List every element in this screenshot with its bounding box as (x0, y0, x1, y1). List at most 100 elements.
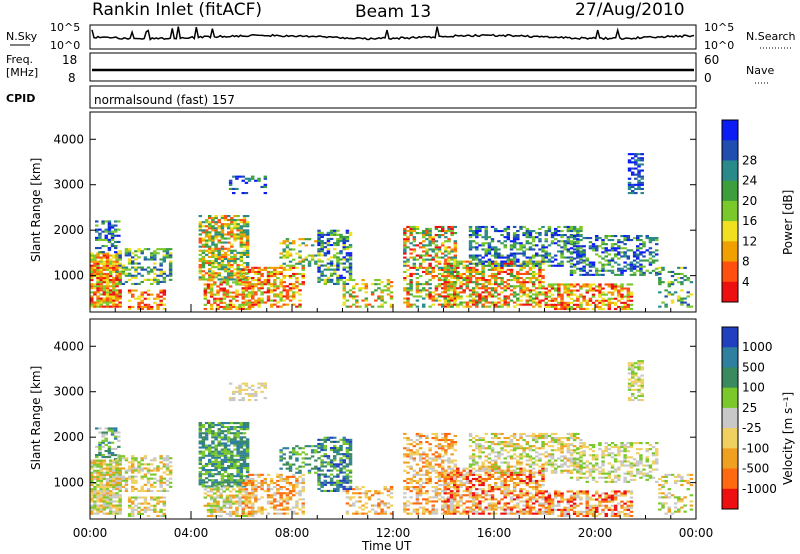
power-cell-3039 (610, 247, 615, 250)
power-cell-631 (217, 262, 221, 265)
power-cell-1544 (403, 279, 407, 282)
velocity-cell-1607 (389, 492, 394, 495)
velocity-cell-1473 (342, 485, 346, 488)
power-cell-177 (112, 264, 116, 267)
power-cell-914 (225, 283, 230, 286)
velocity-cell-415 (159, 485, 163, 488)
power-cell-1559 (403, 234, 407, 237)
power-cell-219 (118, 275, 122, 278)
velocity-cell-507 (156, 498, 160, 501)
power-cell-804 (242, 266, 247, 269)
velocity-cell-1188 (273, 486, 277, 489)
power-cell-1149 (276, 272, 280, 276)
power-cell-2153 (500, 305, 504, 308)
velocity-cell-1411 (329, 479, 334, 482)
power-cell-1418 (342, 256, 346, 259)
power-cell-2724 (557, 303, 561, 306)
power-cell-1890 (443, 287, 447, 290)
power-cell-383 (153, 266, 157, 269)
power-cell-523 (201, 257, 206, 261)
velocity-cell-1431 (333, 459, 337, 462)
power-cell-2536 (528, 236, 533, 239)
power-colorbar-swatch-6 (722, 241, 738, 263)
power-cell-1065 (254, 272, 258, 276)
power-cell-2590 (547, 254, 552, 257)
velocity-cell-12 (90, 484, 94, 487)
power-cell-3180 (627, 169, 632, 172)
power-cell-639 (217, 239, 221, 242)
velocity-cell-1286 (301, 473, 305, 476)
velocity-cell-462 (131, 512, 135, 516)
power-colorbar-tick-2: 12 (742, 234, 757, 248)
velocity-cell-667 (217, 442, 221, 445)
power-cell-1955 (456, 279, 460, 282)
power-cell-122 (105, 285, 110, 288)
velocity-cell-179 (112, 471, 116, 474)
power-cell-1657 (422, 289, 426, 292)
power-cell-3141 (642, 243, 646, 246)
power-cell-840 (245, 231, 250, 234)
power-cell-2612 (554, 227, 558, 231)
power-cell-989 (232, 187, 236, 191)
velocity-cell-985 (235, 512, 239, 516)
velocity-cell-1044 (232, 392, 236, 396)
power-cell-2494 (516, 260, 520, 263)
velocity-cell-1369 (320, 481, 324, 484)
velocity-cell-1166 (266, 490, 271, 493)
velocity-cell-1449 (336, 465, 340, 468)
velocity-cell-1053 (238, 384, 242, 387)
power-cell-3051 (613, 235, 618, 238)
velocity-cell-400 (150, 459, 154, 462)
velocity-cell-983 (232, 488, 236, 491)
velocity-cell-1242 (288, 490, 293, 493)
power-cell-1917 (446, 260, 451, 263)
power-cell-2163 (500, 268, 504, 271)
power-cell-2820 (591, 283, 596, 286)
power-colorbar-swatch-3 (722, 180, 738, 202)
power-cell-1698 (428, 287, 432, 290)
power-cell-878 (213, 281, 217, 284)
power-cell-2097 (487, 295, 492, 298)
power-cell-829 (245, 253, 250, 256)
velocity-cell-1337 (307, 457, 312, 460)
velocity-cell-1099 (244, 484, 249, 487)
power-cell-1156 (279, 293, 283, 296)
power-cell-1682 (425, 258, 429, 261)
power-cell-393 (156, 274, 160, 277)
power-cell-1186 (288, 295, 293, 298)
power-cell-2402 (484, 238, 488, 241)
power-cell-3224 (640, 177, 644, 180)
power-cell-923 (228, 291, 233, 294)
velocity-cell-567 (204, 485, 209, 488)
power-cell-2922 (569, 243, 574, 246)
power-cell-2919 (569, 257, 574, 260)
power-cell-1426 (345, 282, 350, 286)
power-cell-458 (140, 293, 144, 296)
power-cell-630 (217, 264, 221, 267)
power-cell-3283 (683, 279, 687, 282)
velocity-cell-950 (222, 506, 227, 509)
power-cell-1363 (329, 244, 334, 247)
velocity-cell-1328 (301, 451, 305, 454)
power-cell-1606 (412, 295, 417, 298)
power-cell-2490 (512, 234, 517, 237)
power-cell-1504 (370, 291, 375, 294)
velocity-cell-655 (217, 481, 221, 484)
power-cell-663 (220, 233, 225, 236)
power-cell-1090 (260, 283, 264, 286)
power-cell-1645 (418, 275, 423, 278)
power-cell-1954 (456, 287, 460, 290)
power-cell-2483 (512, 252, 517, 255)
velocity-cell-296 (115, 461, 119, 464)
power-cell-3178 (627, 181, 632, 184)
power-cell-1118 (269, 299, 274, 302)
power-cell-509 (198, 229, 203, 232)
power-cell-1127 (273, 303, 277, 306)
power-colorbar-label: Power [dB] (781, 190, 795, 255)
power-cell-856 (206, 299, 211, 302)
power-cell-3133 (639, 235, 643, 238)
power-cell-542 (204, 243, 209, 246)
velocity-cell-684 (220, 467, 225, 470)
power-cell-609 (214, 255, 218, 259)
power-cell-906 (222, 279, 227, 282)
